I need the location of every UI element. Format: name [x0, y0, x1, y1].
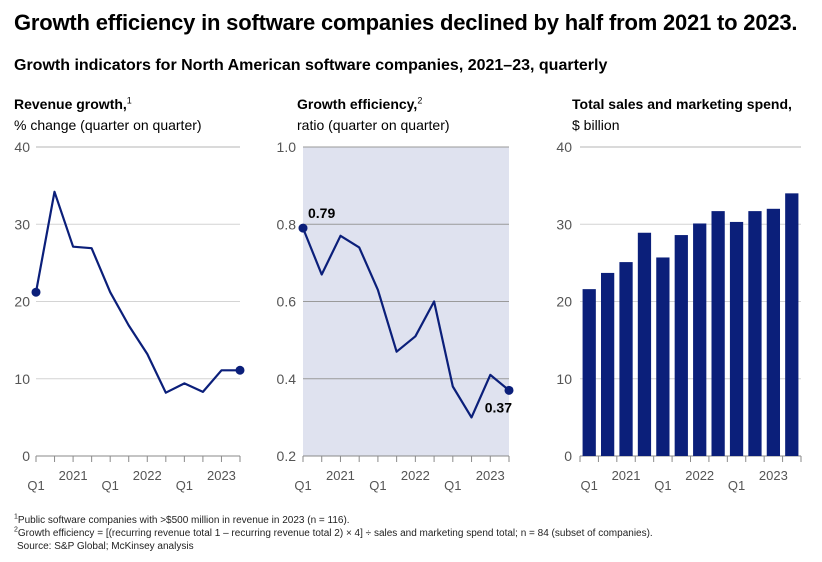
x-tick-label: Q1 — [728, 478, 745, 493]
y-tick-label: 0.4 — [277, 371, 297, 387]
panel-unit-growth-efficiency: ratio (quarter on quarter) — [297, 117, 450, 133]
bar — [656, 257, 670, 456]
y-tick-label: 20 — [556, 294, 572, 310]
y-tick-label: 40 — [556, 139, 572, 155]
x-tick-label: 2021 — [59, 468, 88, 483]
panel-header-growth-efficiency: Growth efficiency,2 ratio (quarter on qu… — [297, 94, 450, 136]
y-tick-label: 40 — [14, 139, 30, 155]
x-tick-label: Q1 — [27, 478, 44, 493]
bar — [582, 289, 596, 456]
source-note: Source: S&P Global; McKinsey analysis — [17, 541, 194, 552]
data-point — [31, 287, 41, 297]
y-tick-label: 30 — [556, 216, 572, 232]
chart-title: Growth efficiency in software companies … — [14, 10, 798, 35]
y-tick-label: 0.2 — [277, 448, 297, 464]
footnote-2: 2Growth efficiency = [(recurring revenue… — [14, 527, 653, 540]
x-tick-label: 2023 — [207, 468, 236, 483]
series-line — [34, 190, 240, 394]
y-tick-label: 20 — [14, 294, 30, 310]
panel-title-revenue-growth: Revenue growth, — [14, 96, 127, 112]
footnote-1-text: Public software companies with >$500 mil… — [17, 515, 350, 526]
x-tick-label: Q1 — [654, 478, 671, 493]
panel-title-sales-marketing: Total sales and marketing spend, — [572, 96, 792, 112]
footnote-2-text: Growth efficiency = [(recurring revenue … — [17, 528, 653, 539]
chart-subtitle: Growth indicators for North American sof… — [14, 57, 608, 74]
y-tick-label: 0.8 — [277, 216, 297, 232]
panel-unit-sales-marketing: $ billion — [572, 117, 620, 133]
data-label: 0.37 — [485, 399, 512, 415]
bar — [785, 193, 799, 456]
panel-title-growth-efficiency: Growth efficiency, — [297, 96, 418, 112]
bar — [748, 211, 762, 456]
x-tick-label: 2021 — [612, 468, 641, 483]
footnote-2-mark: 2 — [14, 526, 18, 534]
y-tick-label: 10 — [556, 371, 572, 387]
sales-marketing-chart: 0 10 20 30 40 Q1 2021 Q1 2022 Q1 2023 — [556, 139, 802, 493]
bar — [766, 208, 781, 456]
data-point — [235, 365, 245, 375]
x-tick-label: 2022 — [401, 468, 430, 483]
x-tick-label: Q1 — [102, 478, 119, 493]
data-label: 0.79 — [308, 205, 335, 221]
footnote-1-mark: 1 — [14, 513, 18, 521]
x-tick-label: 2023 — [759, 468, 788, 483]
y-tick-label: 1.0 — [277, 139, 297, 155]
x-tick-label: 2023 — [476, 468, 505, 483]
data-point — [298, 223, 308, 233]
footnote-1: 1Public software companies with >$500 mi… — [14, 514, 653, 527]
x-tick-label: 2021 — [326, 468, 355, 483]
panel-unit-revenue-growth: % change (quarter on quarter) — [14, 117, 202, 133]
x-tick-label: Q1 — [369, 478, 386, 493]
bar — [674, 235, 688, 456]
x-tick-label: Q1 — [444, 478, 461, 493]
panel-header-sales-marketing: Total sales and marketing spend, $ billi… — [572, 94, 792, 136]
bar — [729, 221, 744, 456]
y-tick-label: 30 — [14, 216, 30, 232]
data-point — [504, 385, 514, 395]
series-line — [301, 227, 510, 419]
y-tick-label: 0.6 — [277, 294, 297, 310]
revenue-growth-chart: 0 10 20 30 40 Q1 2021 Q1 2022 Q1 2023 — [14, 139, 245, 493]
bar — [637, 232, 652, 456]
bar — [693, 223, 707, 456]
x-tick-label: Q1 — [294, 478, 311, 493]
bar — [600, 272, 615, 456]
footnote-marker-1: 1 — [126, 95, 132, 106]
x-tick-label: Q1 — [176, 478, 193, 493]
panel-header-revenue-growth: Revenue growth,1 % change (quarter on qu… — [14, 94, 202, 136]
bar — [619, 262, 633, 456]
bar — [711, 211, 725, 456]
footnotes: 1Public software companies with >$500 mi… — [14, 514, 653, 553]
x-tick-label: Q1 — [581, 478, 598, 493]
footnote-marker-2: 2 — [417, 95, 423, 106]
y-tick-label: 0 — [564, 448, 572, 464]
y-tick-label: 10 — [14, 371, 30, 387]
growth-efficiency-chart: 0.2 0.4 0.6 0.8 1.0 Q1 2021 Q1 2022 Q1 2023 0.79 0.3… — [277, 139, 514, 493]
x-tick-label: 2022 — [133, 468, 162, 483]
y-tick-label: 0 — [22, 448, 30, 464]
x-tick-label: 2022 — [685, 468, 714, 483]
